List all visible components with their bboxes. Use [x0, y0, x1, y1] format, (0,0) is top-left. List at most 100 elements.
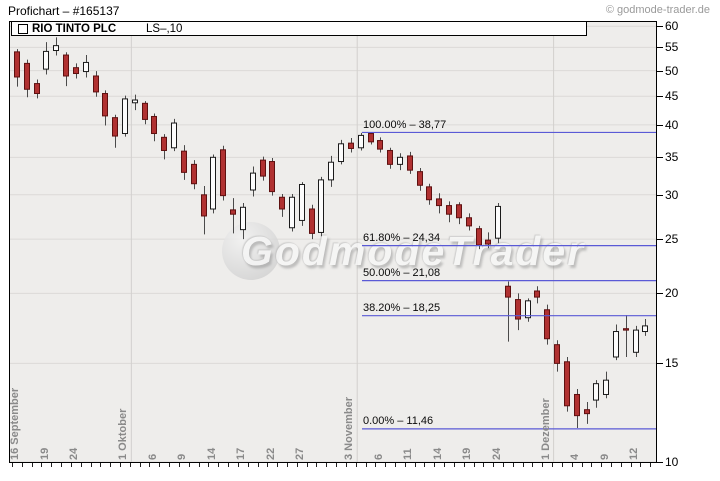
x-axis-tick [70, 463, 72, 467]
candle-body [358, 134, 364, 149]
y-axis-tick [657, 157, 663, 159]
candle-body [269, 161, 275, 193]
x-axis-tick [61, 463, 63, 467]
x-axis-label: 1 Oktober [117, 408, 130, 460]
candle-body [495, 205, 501, 239]
candle-body [446, 205, 452, 215]
candle-body [142, 102, 148, 120]
x-axis-label: 14 [205, 447, 218, 460]
x-axis-tick [90, 463, 92, 467]
candle-body [93, 75, 99, 93]
x-axis-label: 22 [264, 447, 277, 460]
y-axis-tick [657, 239, 663, 241]
candle-body [534, 290, 540, 298]
x-axis-tick [178, 463, 180, 467]
x-axis-tick [326, 463, 328, 467]
x-axis-tick [522, 463, 524, 467]
x-axis-tick [483, 463, 485, 467]
x-axis-tick [218, 463, 220, 467]
candle-body [112, 117, 118, 137]
candle-body [240, 206, 246, 231]
candle-body [73, 67, 79, 75]
candle-body [338, 143, 344, 163]
x-axis-label: 6 [372, 453, 385, 460]
x-axis-tick [542, 463, 544, 467]
x-axis-tick [237, 463, 239, 467]
copyright-link[interactable]: © godmode-trader.de [605, 4, 710, 16]
candle-body [368, 133, 374, 143]
y-axis-tick [657, 462, 663, 463]
y-axis-label: 20 [665, 286, 679, 301]
x-axis-tick [188, 463, 190, 467]
candle-body [476, 228, 482, 246]
candle-body [485, 239, 491, 245]
x-axis-tick [355, 463, 357, 467]
x-axis-tick [375, 463, 377, 467]
candle-body [348, 142, 354, 149]
fib-label: 61.80% – 24,34 [363, 232, 441, 245]
x-axis-label: 11 [402, 448, 415, 460]
candle-body [593, 383, 599, 401]
x-axis-label: 4 [569, 453, 582, 460]
x-axis-tick [650, 463, 652, 467]
candle-body [24, 62, 30, 90]
candle-body [210, 156, 216, 210]
candle-body [122, 98, 128, 135]
x-axis-label: 19 [38, 447, 51, 460]
x-axis-tick [257, 463, 259, 467]
page-title: Profichart – #165137 [8, 4, 120, 18]
legend-box[interactable]: RIO TINTO PLC LS–,10 [11, 21, 587, 36]
candle-body [584, 409, 590, 415]
x-axis-tick [493, 463, 495, 467]
candle-body [426, 186, 432, 201]
y-axis-tick [657, 70, 663, 72]
candle-body [642, 325, 648, 333]
x-axis-tick [12, 463, 13, 467]
x-axis-label: 6 [146, 453, 159, 460]
y-axis-tick [657, 363, 663, 365]
y-axis-label: 30 [665, 187, 679, 202]
x-axis-label: 17 [235, 447, 248, 460]
x-axis-tick [414, 463, 416, 467]
x-axis-tick [139, 463, 141, 467]
x-axis-label: 1 Dezember [539, 398, 552, 460]
y-axis-label: 15 [665, 356, 679, 371]
candle-body [407, 155, 413, 171]
x-axis-tick [463, 463, 465, 467]
series-checkbox[interactable] [18, 24, 28, 34]
candle-body [318, 179, 324, 233]
y-axis-tick [657, 293, 663, 295]
x-axis-tick [208, 463, 210, 467]
x-axis-tick [31, 463, 33, 467]
x-axis-tick [149, 463, 151, 467]
y-axis-label: 55 [665, 40, 679, 55]
x-axis-tick [394, 463, 396, 467]
fib-label: 100.00% – 38,77 [363, 118, 447, 131]
x-axis-tick [306, 463, 308, 467]
candle-body [279, 196, 285, 210]
x-axis-tick [267, 463, 269, 467]
x-axis-tick [424, 463, 426, 467]
candle-body [544, 309, 550, 340]
candle-body [201, 194, 207, 217]
x-axis-label: 19 [461, 447, 474, 460]
candle-body [230, 209, 236, 215]
candle-body [53, 45, 59, 52]
candle-body [525, 300, 531, 319]
candle-body [161, 136, 167, 151]
x-axis-tick [228, 463, 230, 467]
candle-body [613, 331, 619, 358]
x-axis-label: 24 [68, 447, 81, 460]
candle-body [377, 140, 383, 150]
y-axis-tick [657, 96, 663, 98]
candle-body [328, 161, 334, 181]
x-axis-tick [640, 463, 642, 467]
candle-body [63, 54, 69, 77]
x-axis-tick [581, 463, 583, 467]
y-axis-label: 10 [665, 455, 679, 469]
x-axis-tick [434, 463, 436, 467]
x-axis-tick [316, 463, 318, 467]
x-axis-tick [169, 463, 171, 467]
candle-body [466, 217, 472, 227]
